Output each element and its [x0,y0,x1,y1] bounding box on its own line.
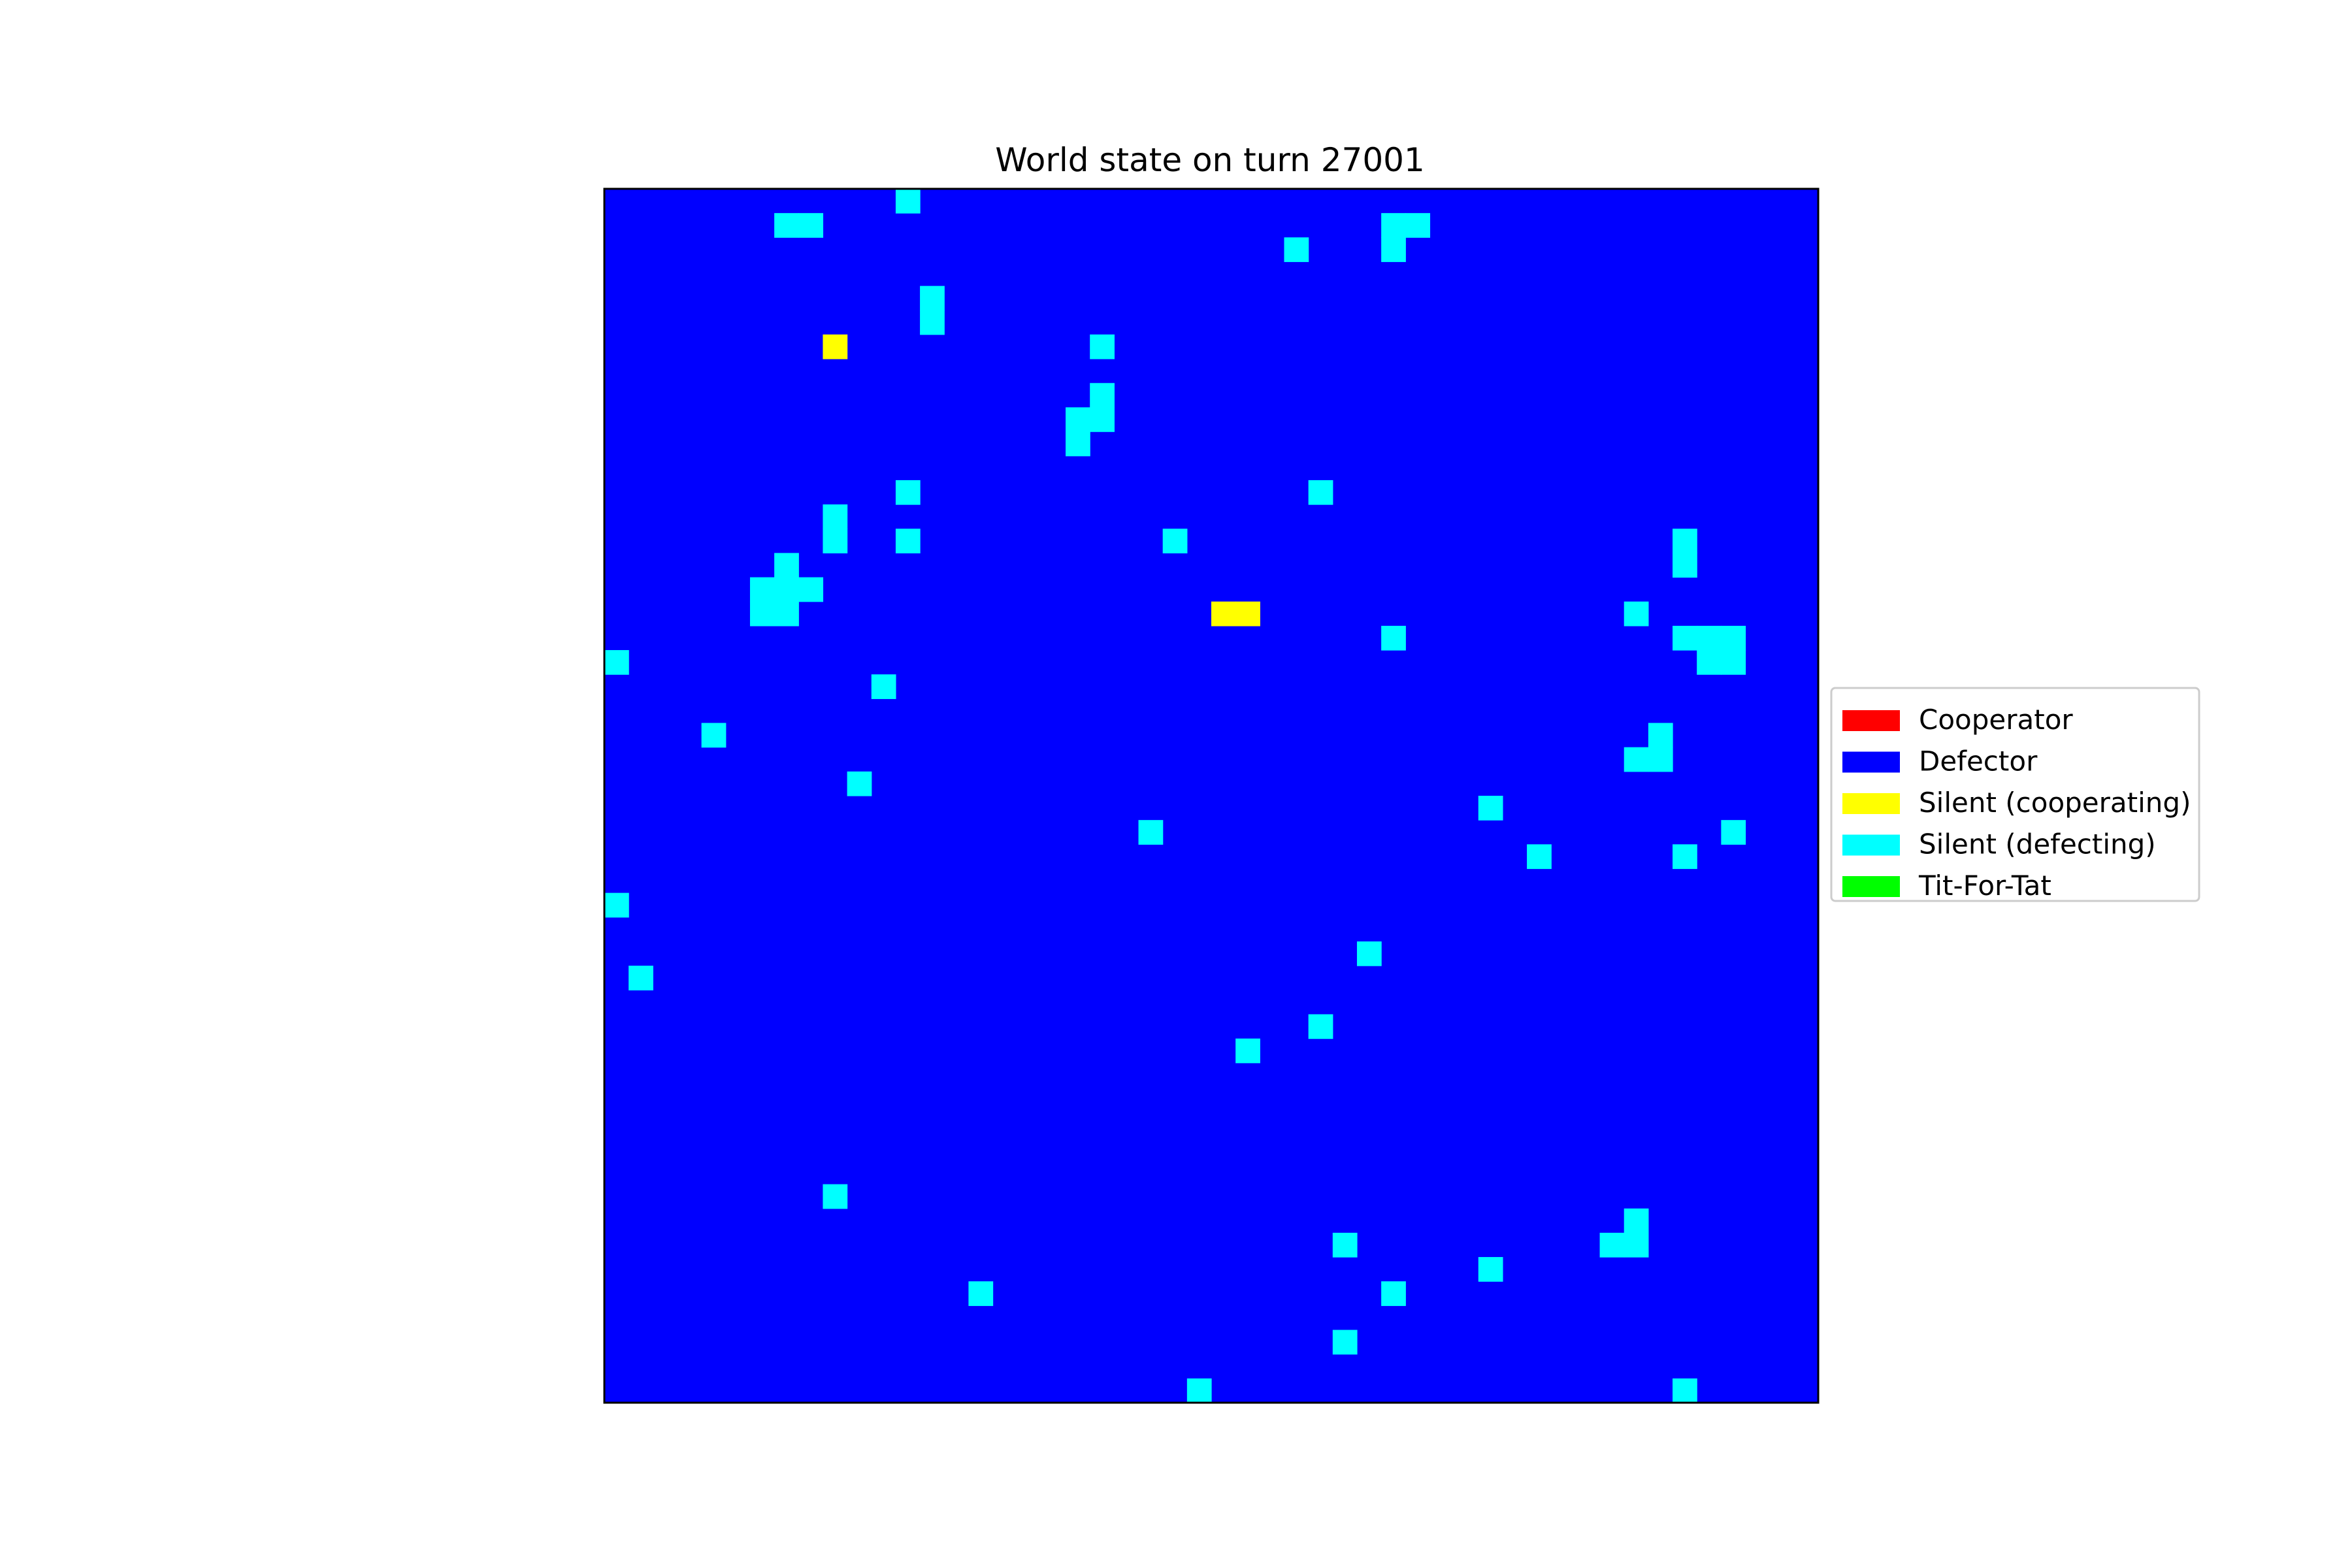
grid-cell [604,892,629,918]
grid-cell [1332,1330,1358,1355]
legend-label: Defector [1919,745,2038,777]
legend-label: Tit-For-Tat [1918,870,2051,902]
grid-cell [1381,1281,1406,1306]
grid-cell [1478,1257,1503,1282]
grid-cell [1186,1378,1212,1403]
chart-title: World state on turn 27001 [995,141,1425,179]
grid-cell [774,553,799,578]
grid-cell [1697,625,1722,651]
grid-cell [1235,601,1260,627]
grid-cell [823,504,848,529]
grid-cell [1478,796,1503,821]
grid-cell [1721,820,1746,845]
legend-entries: Cooperator Defector Silent (cooperating) Si… [1842,704,2191,902]
grid-cell [1381,237,1406,263]
grid-cell [1381,625,1406,651]
legend-swatch [1842,710,1900,731]
legend-frame [1830,687,2200,902]
legend-label: Cooperator [1919,704,2073,736]
legend-swatch [1842,876,1900,897]
grid-cell [604,650,629,675]
grid-cell [1308,1014,1333,1039]
legend: Cooperator Defector Silent (cooperating) Si… [1830,687,2200,902]
grid-cell [1721,650,1746,675]
grid-cell [1624,1232,1649,1258]
grid-cell [1090,407,1115,433]
defector-background [604,189,1818,1403]
grid-cell [1673,1378,1697,1403]
grid-cell [1673,625,1697,651]
grid-cell [1284,237,1309,263]
grid-cell [1721,625,1746,651]
grid-cell [774,577,799,602]
plot-frame [603,188,1820,1404]
legend-label: Silent (cooperating) [1919,787,2191,819]
grid-cell [774,213,799,238]
grid-cell [1308,480,1333,505]
grid-cell [1332,1232,1358,1258]
grid-cell [1066,407,1090,433]
grid-cell [1356,941,1382,966]
grid-cell [1673,553,1697,578]
legend-swatch [1842,834,1900,856]
grid-cell [1066,431,1090,457]
grid-cell [1624,747,1649,772]
grid-cell [798,577,824,602]
grid-cell [1527,844,1552,870]
grid-cell [1648,723,1673,748]
grid-cell [1624,601,1649,627]
grid-cell [847,771,872,796]
grid-cell [1673,529,1697,553]
grid-cell [920,286,945,311]
grid-cell [920,310,945,335]
grid-cell [798,213,824,238]
grid-cell [1235,1038,1260,1064]
grid-cell [895,189,921,214]
grid-cell [629,966,653,990]
grid-cell [1090,383,1115,408]
grid-cell [1599,1232,1625,1258]
grid-cell [701,723,727,748]
grid-cell [1211,601,1236,627]
grid-cell [749,601,775,627]
cells-layer [604,189,1746,1403]
legend-swatch [1842,751,1900,773]
grid-cell [895,480,921,505]
grid-cell [1138,820,1164,845]
grid-cell [1648,747,1673,772]
grid-cell [871,674,896,699]
plot-area [603,188,1820,1404]
grid-cell [749,577,775,602]
grid-cell [823,1184,848,1209]
grid-cell [823,529,848,553]
grid-cell [823,334,848,359]
legend-label: Silent (defecting) [1919,828,2156,860]
grid-cell [1624,1208,1649,1233]
grid-cell [774,601,799,627]
grid-cell [1381,213,1406,238]
grid-cell [895,529,921,553]
grid-cell [1162,529,1188,553]
grid-cell [968,1281,994,1306]
grid-cell [1697,650,1722,675]
grid-cell [1090,334,1115,359]
grid-cell [1673,844,1697,870]
grid-cell [1405,213,1431,238]
legend-swatch [1842,793,1900,814]
